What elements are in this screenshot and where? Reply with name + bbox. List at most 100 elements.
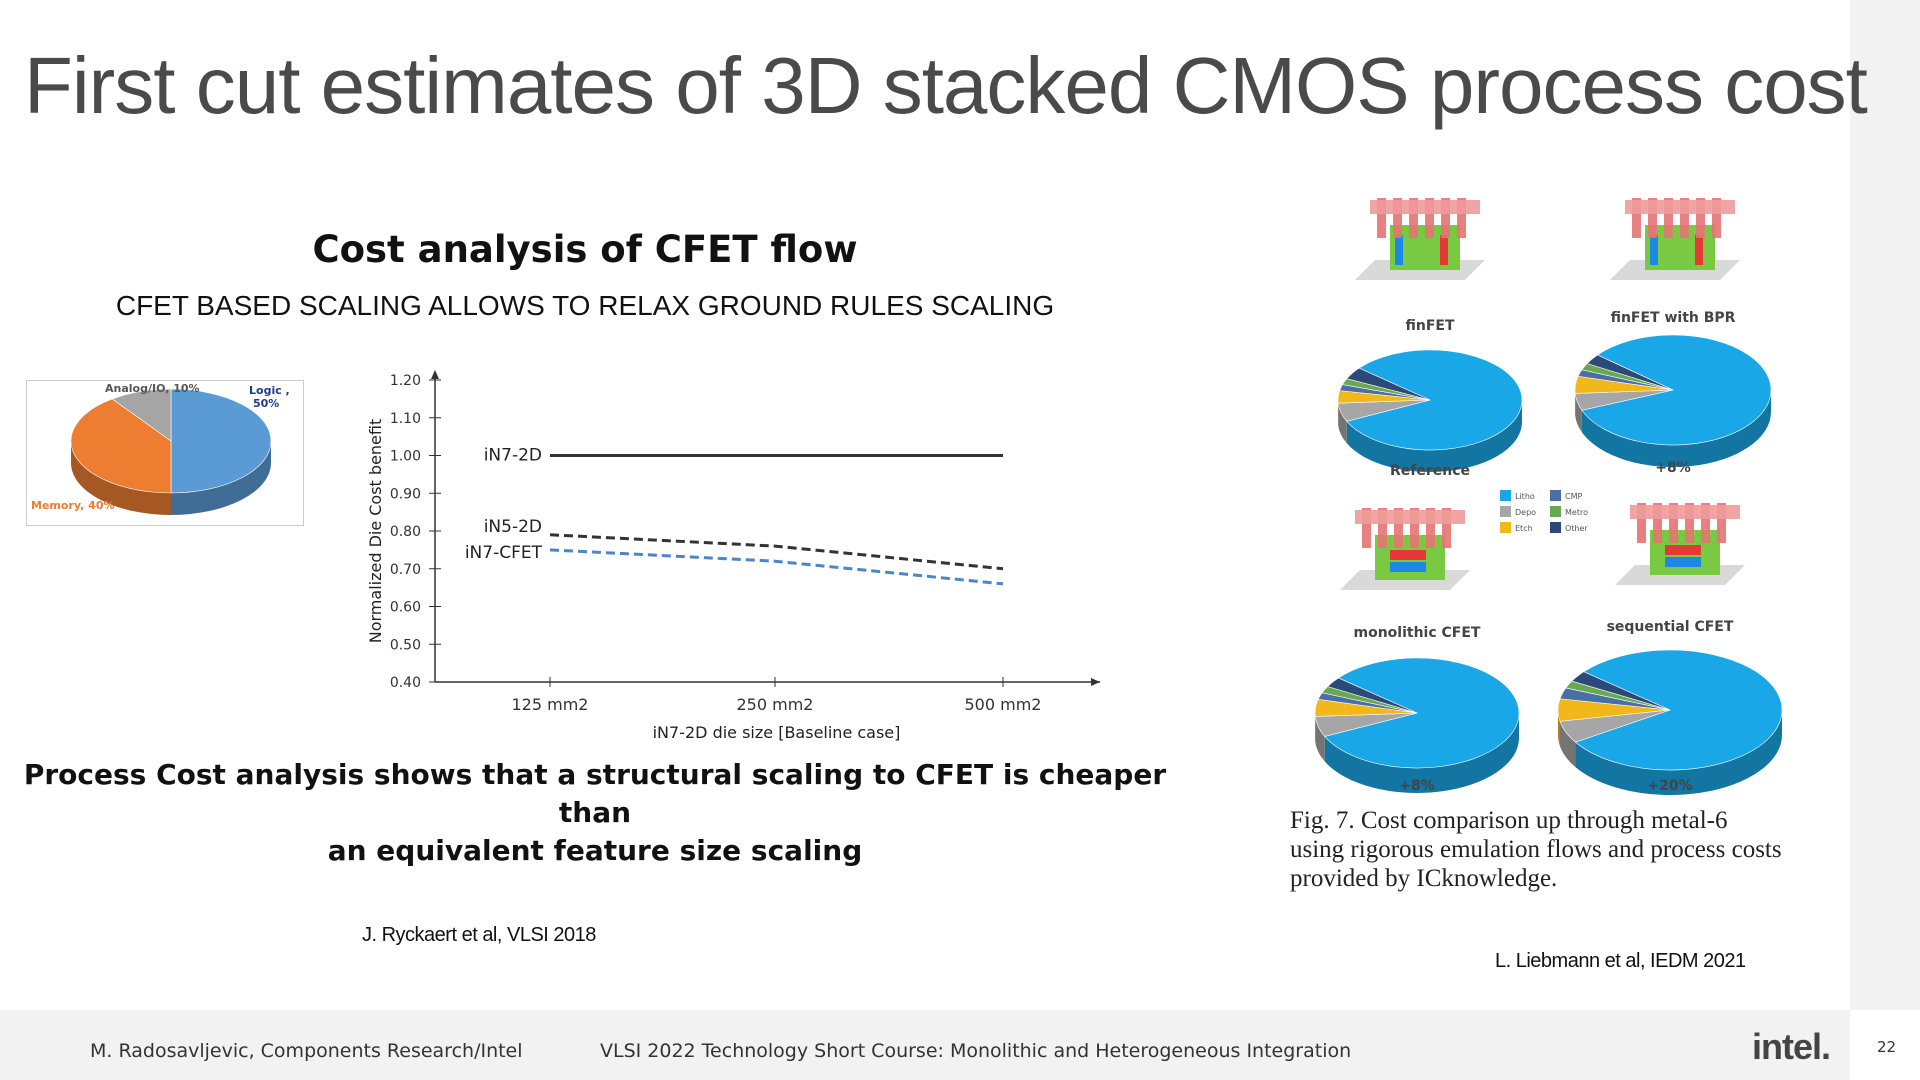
- legend-swatch-1: [1550, 490, 1561, 501]
- device-gate-3-4: [1701, 503, 1710, 543]
- series-line-2: [549, 548, 1004, 586]
- die-area-pie-slice-0: [170, 388, 272, 494]
- pie-caption-2: +8%: [1399, 778, 1435, 794]
- y-tick-label-0: 0.40: [390, 675, 421, 691]
- pie-label-analog: Analog/IO, 10%: [105, 382, 200, 395]
- cost-pie-3-side-1: [1559, 721, 1576, 768]
- footer-bar: [0, 1010, 1850, 1080]
- device-gate-2-5: [1442, 508, 1451, 548]
- cost-pie-2-slice-5: [1327, 677, 1418, 714]
- y-axis-label: Normalized Die Cost benefit: [366, 419, 385, 644]
- citation-ryckaert: J. Ryckaert et al, VLSI 2018: [362, 924, 596, 946]
- die-cost-line-chart: 0.40 0.50 0.60 0.70 0.80 0.90 1.00 1.10 1.20 125 …: [355, 362, 1125, 756]
- cost-pie-0-slice-5: [1346, 367, 1431, 401]
- device-metal-3: [1630, 505, 1740, 519]
- y-tick-label-2: 0.60: [390, 600, 421, 616]
- device-gate-3-2: [1669, 503, 1678, 543]
- device-metal-1: [1625, 200, 1735, 214]
- cost-pie-2-side-0: [1324, 713, 1519, 793]
- slide: [0, 0, 1850, 1010]
- cost-analysis-heading: Cost analysis of CFET flow: [312, 228, 858, 271]
- page-number: 22: [1877, 1038, 1897, 1056]
- caption-line-3: provided by ICknowledge.: [1290, 865, 1558, 892]
- legend-swatch-3: [1550, 506, 1561, 517]
- device-fin-b-1: [1695, 235, 1703, 265]
- device-gate-2-2: [1394, 508, 1403, 548]
- device-fin-a-1: [1650, 235, 1658, 265]
- device-pmos-2: [1390, 562, 1426, 572]
- device-gate-1-5: [1712, 198, 1721, 238]
- device-gate-1-1: [1648, 198, 1657, 238]
- legend-label-3: Metro: [1565, 508, 1588, 517]
- device-gate-2-0: [1362, 508, 1371, 548]
- device-gate-2-3: [1410, 508, 1419, 548]
- device-nmos-3: [1665, 545, 1701, 555]
- device-nmos-2: [1390, 550, 1426, 560]
- x-tick-label-2: 500 mm2: [965, 695, 1042, 714]
- citation-liebmann: L. Liebmann et al, IEDM 2021: [1495, 950, 1746, 972]
- y-tick-label-5: 0.90: [390, 486, 421, 502]
- cost-pie-1-side-0: [1581, 390, 1771, 467]
- cost-pie-3-slice-0: [1574, 649, 1783, 771]
- die-area-pie-side-1: [71, 441, 171, 515]
- conclusion-line-1: Process Cost analysis shows that a struc…: [23, 758, 1167, 829]
- device-gate-2-1: [1378, 508, 1387, 548]
- device-gate-0-0: [1377, 198, 1386, 238]
- y-axis-arrow: [431, 370, 439, 379]
- device-gate-3-5: [1717, 503, 1726, 543]
- cost-comparison-figure: finFET Reference finFET with BPR +8% monolit…: [1310, 185, 1820, 805]
- device-metal-2: [1355, 510, 1465, 524]
- die-area-pie-slice-1: [70, 398, 172, 494]
- device-gate-1-2: [1664, 198, 1673, 238]
- y-tick-label-6: 1.00: [390, 449, 421, 465]
- legend-swatch-0: [1500, 490, 1511, 501]
- footer-course: VLSI 2022 Technology Short Course: Monol…: [600, 1040, 1352, 1062]
- caption-line-1: Fig. 7. Cost comparison up through metal…: [1290, 807, 1728, 834]
- cost-pie-3-side-0: [1575, 710, 1782, 795]
- device-fin-a-0: [1395, 235, 1403, 265]
- cost-pie-0-side-0: [1346, 400, 1522, 472]
- intel-logo: intel.: [1752, 1026, 1831, 1067]
- device-gate-1-3: [1680, 198, 1689, 238]
- legend-label-4: Etch: [1515, 524, 1533, 533]
- cost-pie-0-side-1: [1338, 403, 1347, 444]
- legend-swatch-2: [1500, 506, 1511, 517]
- x-tick-label-0: 125 mm2: [512, 695, 589, 714]
- device-gate-0-1: [1393, 198, 1402, 238]
- caption-line-2: using rigorous emulation flows and proce…: [1290, 836, 1782, 863]
- device-gate-1-0: [1632, 198, 1641, 238]
- pie-caption-1: +8%: [1655, 460, 1691, 476]
- x-axis-label: iN7-2D die size [Baseline case]: [653, 723, 901, 742]
- legend-swatch-5: [1550, 522, 1561, 533]
- legend-label-0: Litho: [1515, 492, 1535, 501]
- y-tick-label-8: 1.20: [390, 373, 421, 389]
- slide-side-strip: [1850, 0, 1920, 1010]
- x-tick-label-1: 250 mm2: [737, 695, 814, 714]
- pie-title-1: finFET with BPR: [1611, 310, 1736, 326]
- series-label-0: iN7-2D: [484, 446, 542, 466]
- cost-pie-1-slice-5: [1586, 354, 1674, 391]
- device-sketch-2: [1340, 508, 1470, 590]
- device-sketch-0: [1355, 198, 1485, 280]
- y-tick-label-3: 0.70: [390, 562, 421, 578]
- device-gate-0-5: [1457, 198, 1466, 238]
- die-area-pie-slice-2: [111, 388, 172, 442]
- x-axis-arrow: [1091, 678, 1100, 686]
- pie-title-2: monolithic CFET: [1354, 625, 1481, 641]
- die-area-pie-svg: Analog/IO, 10% Logic , 50% Memory, 40%: [31, 382, 290, 515]
- cost-analysis-subheading: CFET BASED SCALING ALLOWS TO RELAX GROUN…: [115, 290, 1055, 321]
- legend-label-1: CMP: [1565, 492, 1582, 501]
- slide-title: First cut estimates of 3D stacked CMOS p…: [24, 41, 1868, 130]
- cost-pie-3-side-2: [1558, 710, 1560, 747]
- pie-label-memory: Memory, 40%: [31, 499, 115, 512]
- y-tick-label-4: 0.80: [390, 524, 421, 540]
- footer-page-area: [1850, 1010, 1920, 1080]
- cost-pie-1-slice-0: [1581, 334, 1772, 446]
- line-chart-svg: 0.40 0.50 0.60 0.70 0.80 0.90 1.00 1.10 1.20 125 …: [366, 370, 1100, 742]
- conclusion-line-2: an equivalent feature size scaling: [327, 834, 863, 867]
- device-sketch-3: [1615, 503, 1745, 585]
- device-gate-3-1: [1653, 503, 1662, 543]
- device-pmos-3: [1665, 557, 1701, 567]
- legend-label-5: Other: [1565, 524, 1588, 533]
- die-area-pie-chart: Analog/IO, 10% Logic , 50% Memory, 40%: [26, 380, 304, 526]
